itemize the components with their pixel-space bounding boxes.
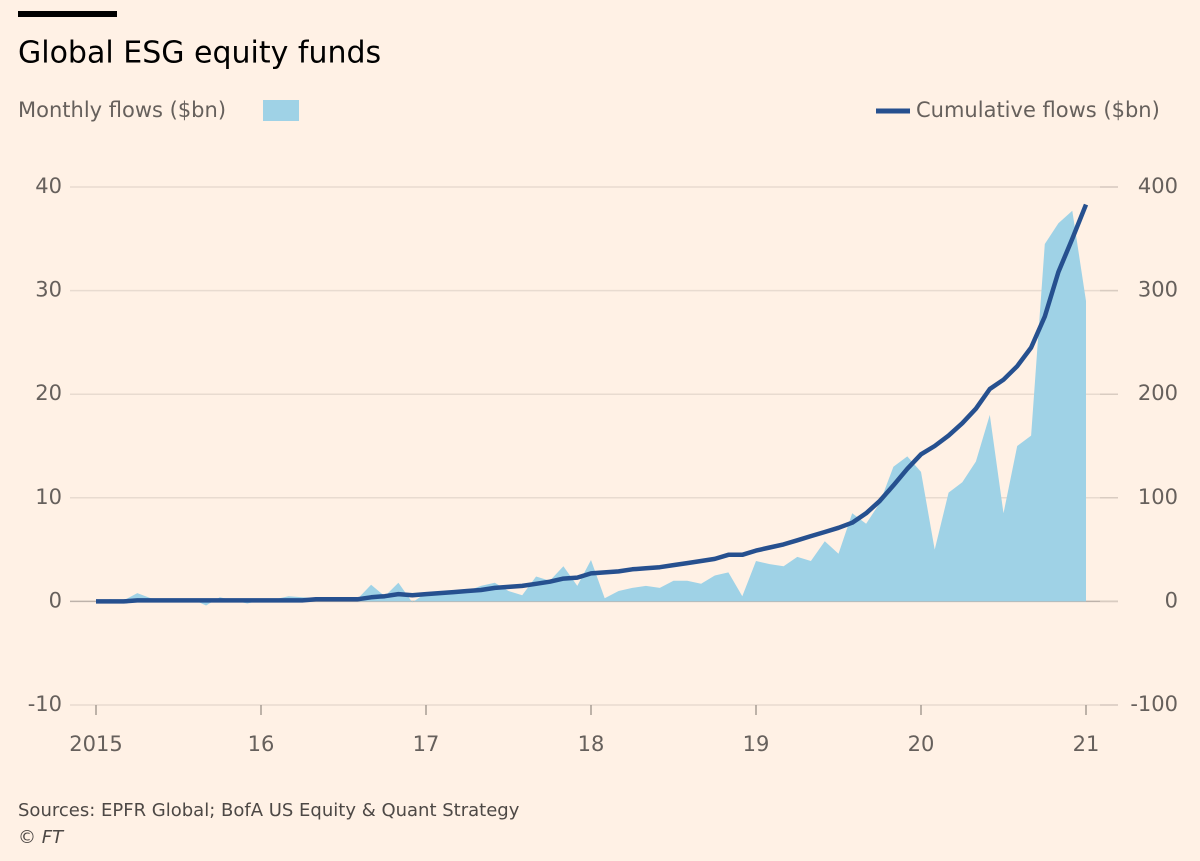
brand-bar [18,11,117,17]
y-tick-label: 20 [35,381,62,405]
legend-label: Monthly flows ($bn) [18,98,226,122]
y2-tick-label: 200 [1138,381,1178,405]
x-tick-label: 17 [413,732,440,756]
legend-swatch [263,100,299,121]
source: Sources: EPFR Global; BofA US Equity & Q… [18,800,520,821]
y-tick-label: 30 [35,278,62,302]
x-tick-label: 19 [743,732,770,756]
legend-label: Cumulative flows ($bn) [916,98,1160,122]
x-tick-label: 18 [578,732,605,756]
y-tick-label: 40 [35,174,62,198]
chart-title: Global ESG equity funds [18,36,381,71]
y2-tick-label: 100 [1138,485,1178,509]
y-tick-label: 10 [35,485,62,509]
x-tick-label: 2015 [69,732,122,756]
area [96,210,1086,606]
y-tick-label: -10 [28,692,62,716]
y2-tick-label: -100 [1130,692,1178,716]
y2-tick-label: 0 [1165,588,1178,612]
line [96,203,1089,604]
x-tick-label: 20 [908,732,935,756]
y2-tick-label: 400 [1138,174,1178,198]
x-tick-label: 16 [248,732,275,756]
credit: © FT [18,827,65,848]
x-tick-label: 21 [1073,732,1100,756]
y-tick-label: 0 [49,588,62,612]
y2-tick-label: 300 [1138,278,1178,302]
